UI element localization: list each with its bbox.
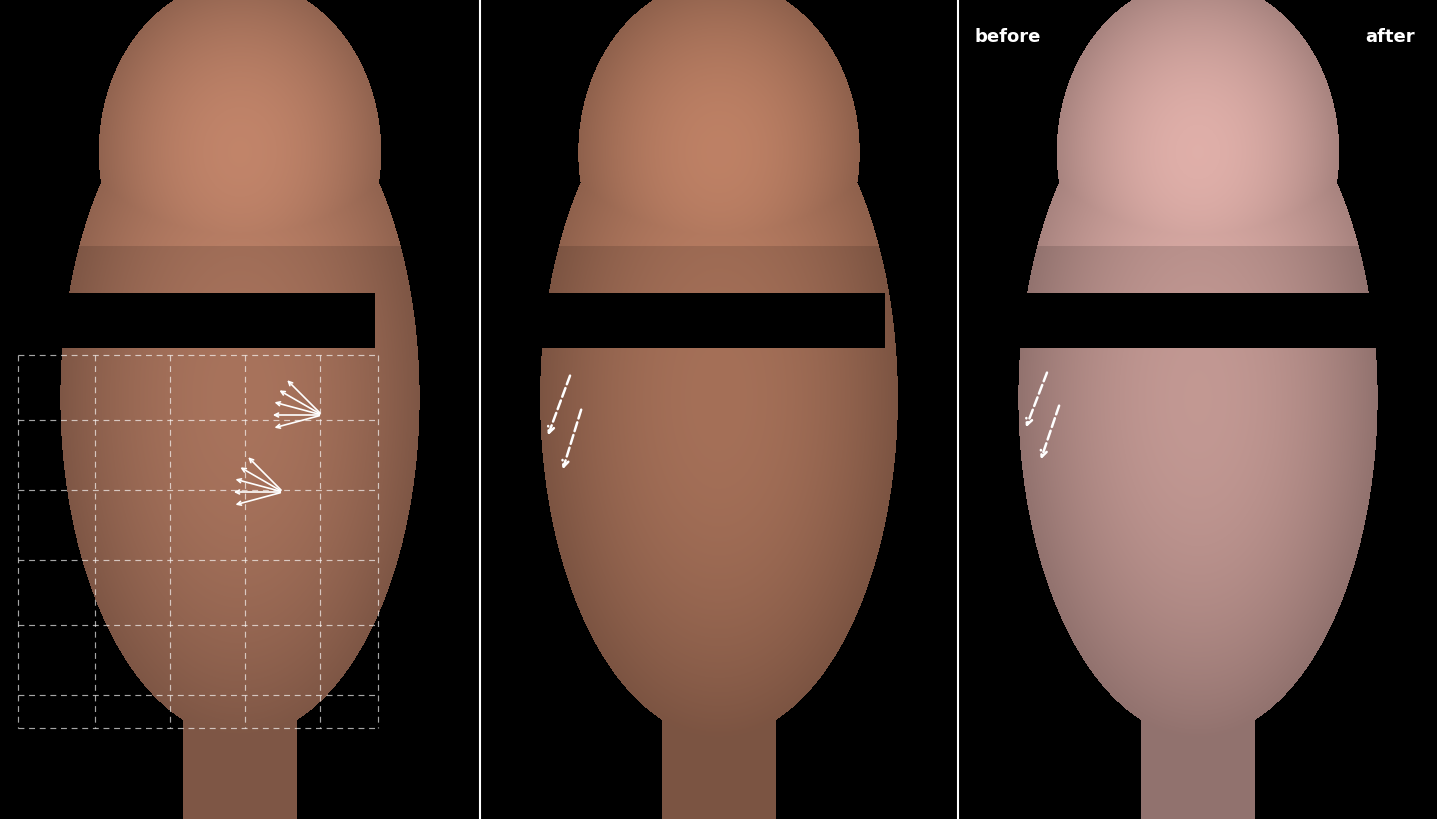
Bar (14, 293, 375, 348)
Text: after: after (1365, 28, 1415, 46)
Bar (974, 293, 1415, 348)
Bar (500, 293, 885, 348)
Text: before: before (974, 28, 1042, 46)
